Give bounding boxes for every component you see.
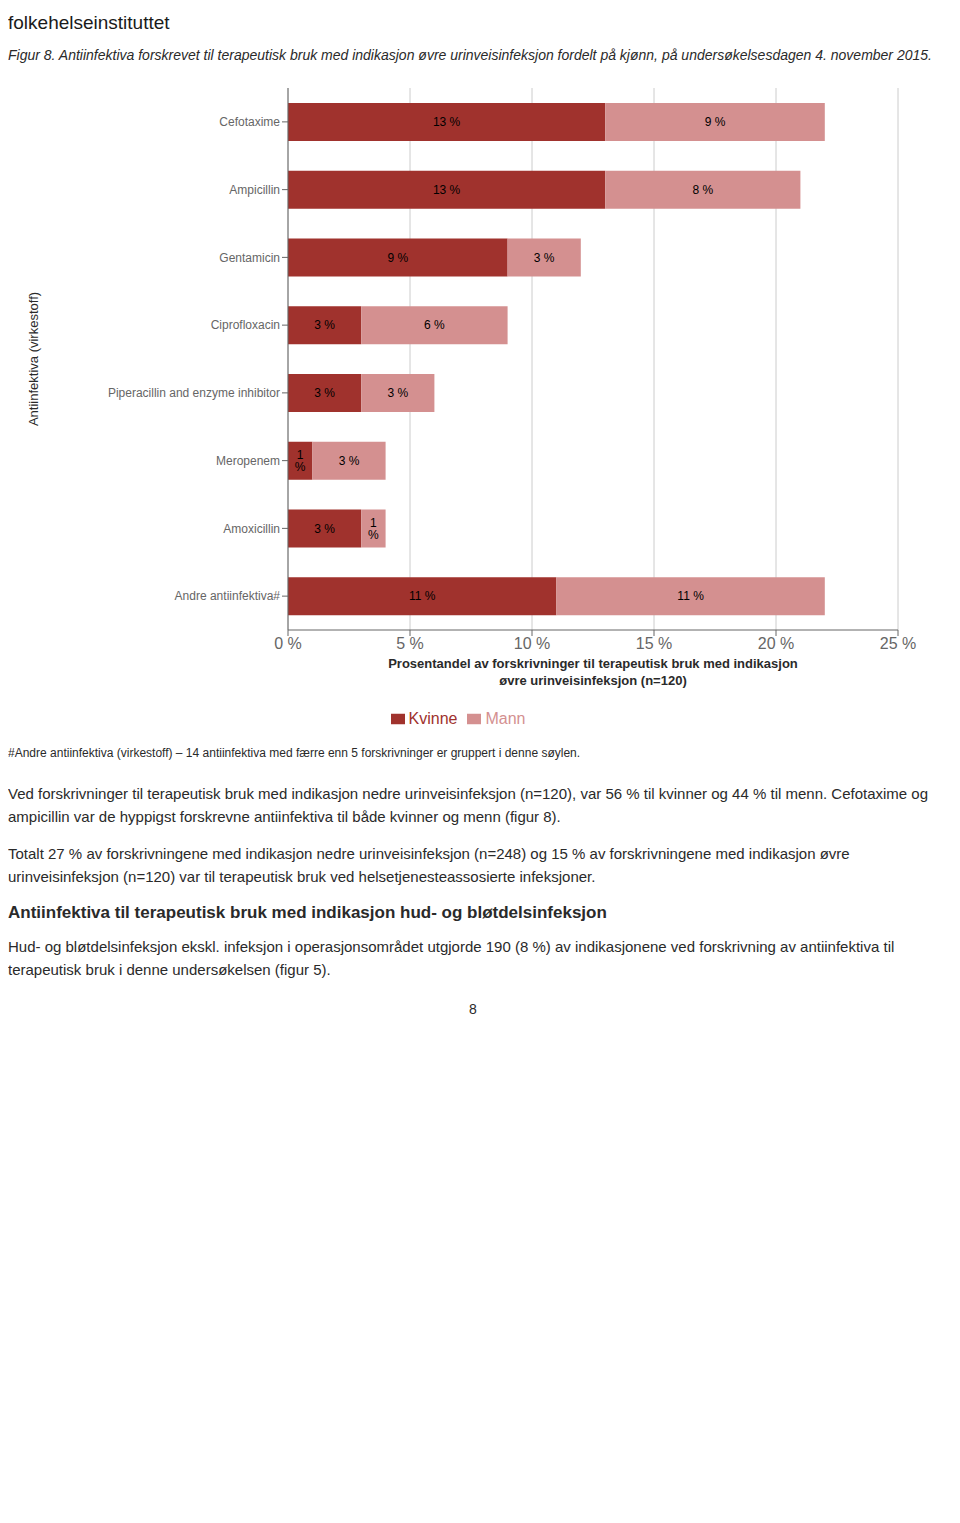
svg-text:6 %: 6 % [424, 318, 445, 332]
svg-text:Cefotaxime: Cefotaxime [219, 115, 280, 129]
svg-text:20 %: 20 % [758, 635, 794, 652]
svg-text:Piperacillin and enzyme inhibi: Piperacillin and enzyme inhibitor [108, 386, 280, 400]
svg-text:3 %: 3 % [314, 521, 335, 535]
svg-text:0 %: 0 % [274, 635, 302, 652]
html-text:folkehelseinstituttet: folkehelseinstituttet [8, 12, 170, 33]
svg-text:11 %: 11 % [409, 589, 436, 603]
svg-text:3 %: 3 % [314, 318, 335, 332]
svg-text:9 %: 9 % [387, 250, 408, 264]
svg-text:5 %: 5 % [396, 635, 424, 652]
svg-text:13 %: 13 % [433, 115, 461, 129]
svg-text:Ciprofloxacin: Ciprofloxacin [211, 318, 280, 332]
svg-text:9 %: 9 % [705, 115, 726, 129]
svg-text:10 %: 10 % [514, 635, 550, 652]
html-text:#Andre antiinfektiva (virkesto: #Andre antiinfektiva (virkestoff) – 14 a… [8, 745, 581, 760]
svg-text:25 %: 25 % [880, 635, 916, 652]
svg-text:Meropenem: Meropenem [216, 453, 280, 467]
html-text:Ved forskrivninger til terapeu: Ved forskrivninger til terapeutisk bruk … [8, 784, 928, 825]
svg-text:Andre antiinfektiva#: Andre antiinfektiva# [175, 589, 281, 603]
svg-text:3 %: 3 % [339, 454, 360, 468]
svg-text:15 %: 15 % [636, 635, 672, 652]
html-text:Antiinfektiva til terapeutisk: Antiinfektiva til terapeutisk bruk med i… [8, 902, 607, 922]
svg-text:Gentamicin: Gentamicin [219, 250, 280, 264]
svg-text:Ampicillin: Ampicillin [229, 182, 280, 196]
svg-text:Prosentandel av forskrivninger: Prosentandel av forskrivninger til terap… [388, 656, 798, 688]
svg-text:Antiinfektiva (virkestoff): Antiinfektiva (virkestoff) [26, 292, 41, 426]
html-text:Figur 8. Antiinfektiva forskre: Figur 8. Antiinfektiva forskrevet til te… [8, 47, 932, 63]
html-text:Totalt 27 % av forskrivningene: Totalt 27 % av forskrivningene med indik… [8, 845, 850, 886]
html-text:Hud- og bløtdelsinfeksjon eksk: Hud- og bløtdelsinfeksjon ekskl. infeksj… [8, 937, 895, 978]
html-text:Mann: Mann [485, 709, 526, 727]
svg-text:Amoxicillin: Amoxicillin [223, 521, 280, 535]
svg-text:8 %: 8 % [692, 183, 713, 197]
html-text:Kvinne: Kvinne [408, 709, 458, 727]
svg-text:13 %: 13 % [433, 183, 461, 197]
svg-text:3 %: 3 % [534, 250, 555, 264]
svg-text:1%: 1% [368, 515, 379, 541]
svg-text:3 %: 3 % [314, 386, 335, 400]
svg-text:1%: 1% [295, 448, 306, 474]
html-text:8: 8 [469, 1001, 477, 1018]
svg-text:3 %: 3 % [387, 386, 408, 400]
svg-text:11 %: 11 % [677, 589, 704, 603]
